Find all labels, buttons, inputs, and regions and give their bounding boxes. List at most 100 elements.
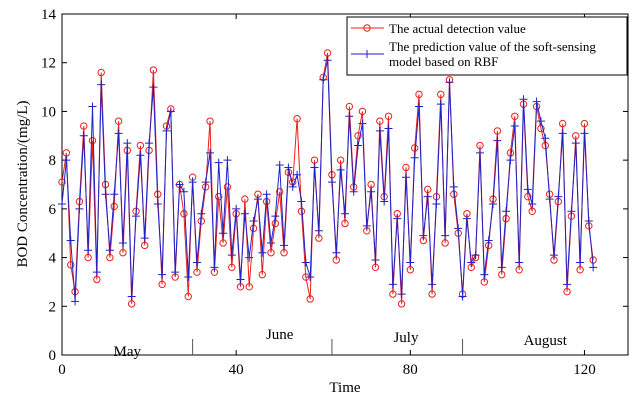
actual-data-point bbox=[376, 117, 384, 125]
prediction-data-point bbox=[214, 158, 223, 167]
prediction-data-point bbox=[419, 231, 428, 240]
actual-data-point bbox=[323, 49, 332, 57]
actual-data-point bbox=[389, 290, 397, 298]
prediction-data-point bbox=[327, 178, 336, 187]
prediction-data-point bbox=[467, 258, 476, 267]
prediction-data-point bbox=[375, 126, 384, 135]
actual-data-point bbox=[563, 287, 571, 296]
prediction-data-point bbox=[206, 148, 215, 157]
actual-data-point bbox=[297, 207, 306, 215]
prediction-data-point bbox=[253, 195, 262, 204]
prediction-data-point bbox=[84, 246, 93, 255]
prediction-data-point bbox=[62, 156, 71, 165]
prediction-data-point bbox=[149, 83, 158, 92]
actual-data-point bbox=[410, 144, 419, 152]
actual-data-point bbox=[476, 141, 484, 150]
y-tick-label: 10 bbox=[41, 104, 56, 120]
prediction-data-point bbox=[118, 238, 127, 247]
month-label: July bbox=[393, 330, 419, 346]
prediction-data-point bbox=[232, 204, 241, 213]
actual-data-point bbox=[402, 163, 410, 172]
prediction-data-point bbox=[428, 280, 437, 289]
actual-data-point bbox=[576, 266, 584, 274]
actual-data-point bbox=[310, 156, 319, 164]
actual-data-point bbox=[158, 280, 166, 289]
prediction-data-point bbox=[179, 187, 188, 196]
prediction-data-point bbox=[332, 248, 341, 257]
prediction-data-point bbox=[284, 163, 293, 172]
month-labels: May June July August bbox=[114, 327, 568, 360]
actual-data-point bbox=[397, 300, 406, 308]
prediction-data-point bbox=[380, 197, 389, 206]
actual-data-point bbox=[241, 195, 249, 203]
prediction-data-point bbox=[449, 182, 458, 191]
prediction-data-point bbox=[188, 178, 197, 187]
prediction-data-point bbox=[127, 292, 136, 301]
actual-data-point bbox=[341, 219, 349, 228]
prediction-data-point bbox=[262, 190, 271, 199]
prediction-data-point bbox=[567, 207, 576, 216]
prediction-data-point bbox=[158, 270, 167, 279]
prediction-data-point bbox=[153, 199, 162, 208]
actual-data-point bbox=[424, 185, 432, 194]
prediction-data-point bbox=[88, 102, 97, 111]
prediction-data-point bbox=[197, 209, 206, 218]
prediction-data-point bbox=[123, 139, 132, 148]
actual-data-point bbox=[236, 283, 245, 291]
actual-data-point bbox=[354, 132, 362, 140]
actual-data-point bbox=[219, 239, 227, 247]
prediction-data-point bbox=[506, 156, 515, 165]
prediction-data-point bbox=[323, 56, 332, 65]
month-label: June bbox=[266, 327, 294, 343]
legend-box bbox=[346, 16, 628, 76]
prediction-data-point bbox=[462, 214, 471, 223]
prediction-data-point bbox=[293, 170, 302, 179]
prediction-data-point bbox=[227, 251, 236, 260]
y-tick-label: 8 bbox=[49, 153, 57, 169]
prediction-data-point bbox=[554, 192, 563, 201]
legend-prediction-marker bbox=[363, 50, 371, 58]
prediction-data-point bbox=[79, 131, 88, 140]
actual-data-point bbox=[293, 115, 301, 123]
actual-data-point bbox=[371, 263, 380, 272]
prediction-data-point bbox=[401, 173, 410, 182]
prediction-data-point bbox=[458, 292, 467, 301]
prediction-data-point bbox=[388, 280, 397, 289]
prediction-data-point bbox=[336, 165, 345, 174]
y-tick-label: 6 bbox=[49, 202, 57, 218]
prediction-data-point bbox=[92, 268, 101, 277]
prediction-data-point bbox=[358, 119, 367, 128]
actual-data-point bbox=[184, 292, 192, 301]
prediction-data-point bbox=[110, 190, 119, 199]
prediction-data-point bbox=[249, 217, 258, 226]
actual-data-point bbox=[345, 102, 354, 111]
prediction-data-point bbox=[362, 221, 371, 230]
actual-data-point bbox=[515, 266, 523, 274]
x-axis-label: Time bbox=[329, 380, 360, 396]
prediction-data-point bbox=[563, 280, 572, 289]
actual-data-point bbox=[367, 180, 375, 189]
actual-data-point bbox=[67, 261, 75, 269]
actual-data-point bbox=[480, 278, 489, 286]
prediction-data-point bbox=[171, 268, 180, 277]
axis-ticks: 0 2 4 6 8 10 12 14 0 40 80 120 bbox=[41, 7, 628, 378]
prediction-data-point bbox=[545, 195, 554, 204]
legend-prediction-label: The prediction value of the soft-sensing… bbox=[389, 39, 599, 69]
prediction-data-point bbox=[384, 124, 393, 133]
legend-actual-label: The actual detection value bbox=[389, 21, 526, 36]
prediction-data-point bbox=[266, 238, 275, 247]
prediction-data-point bbox=[345, 112, 354, 121]
prediction-data-point bbox=[236, 275, 245, 284]
prediction-data-point bbox=[528, 199, 537, 208]
prediction-data-point bbox=[436, 100, 445, 109]
actual-data-point bbox=[315, 234, 323, 242]
prediction-data-point bbox=[576, 258, 585, 267]
prediction-data-point bbox=[558, 129, 567, 138]
prediction-data-point bbox=[519, 95, 528, 104]
actual-data-point bbox=[306, 295, 314, 303]
prediction-data-point bbox=[471, 251, 480, 260]
prediction-data-point bbox=[441, 231, 450, 240]
prediction-data-point bbox=[105, 246, 114, 255]
actual-data-point bbox=[572, 132, 580, 140]
